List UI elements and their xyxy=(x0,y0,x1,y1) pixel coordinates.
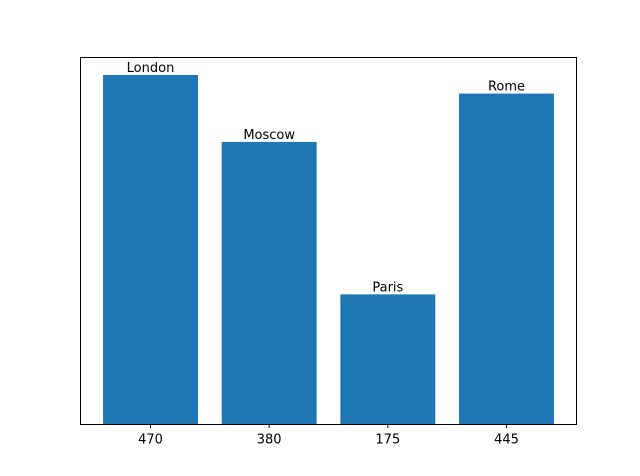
x-axis-ticks: 470 380 175 445 xyxy=(138,424,519,448)
bar-moscow xyxy=(221,141,317,425)
bar-london xyxy=(103,74,198,425)
bar-label: Rome xyxy=(488,80,525,95)
bar-rome xyxy=(459,93,554,425)
bar-label: London xyxy=(127,61,175,76)
bars: London Moscow Paris Rome xyxy=(103,61,554,425)
plot-frame xyxy=(80,57,577,425)
x-tick-label: 380 xyxy=(257,433,282,448)
x-tick-label: 470 xyxy=(138,433,163,448)
bar-label: Paris xyxy=(372,280,403,295)
x-tick-label: 445 xyxy=(494,433,519,448)
x-tick-label: 175 xyxy=(375,433,400,448)
bar-paris xyxy=(340,294,436,425)
bar-label: Moscow xyxy=(243,128,295,143)
